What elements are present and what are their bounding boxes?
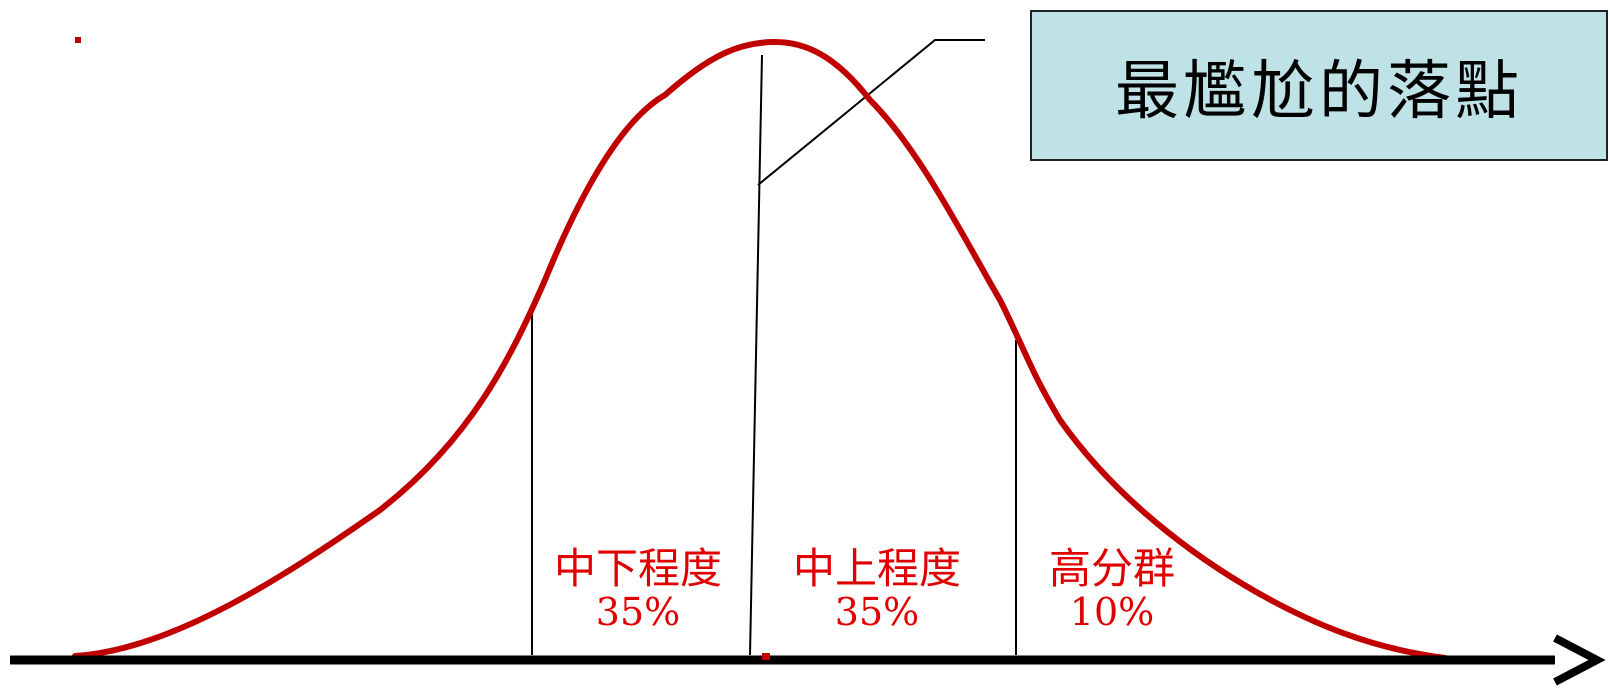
- region-name: 中上程度: [792, 544, 961, 593]
- region-label-lower-mid: 中下程度 35%: [538, 544, 738, 635]
- region-name: 中下程度: [553, 544, 722, 593]
- region-name: 高分群: [1048, 544, 1175, 593]
- bell-curve: [72, 38, 1448, 661]
- region-percent: 10%: [1069, 590, 1155, 635]
- callout-text: 最尷尬的落點: [1115, 54, 1523, 129]
- region-label-upper-mid: 中上程度 35%: [777, 544, 977, 635]
- region-percent: 35%: [834, 590, 920, 635]
- x-axis-arrowhead: [1553, 634, 1606, 686]
- corner-marker: [75, 37, 81, 43]
- region-percent: 35%: [595, 590, 681, 635]
- region-label-high: 高分群 10%: [1022, 544, 1202, 635]
- divider-center: [749, 54, 763, 656]
- callout-box: 最尷尬的落點: [1030, 10, 1608, 161]
- center-axis-marker: [762, 653, 770, 660]
- callout-leader-line: [757, 39, 985, 186]
